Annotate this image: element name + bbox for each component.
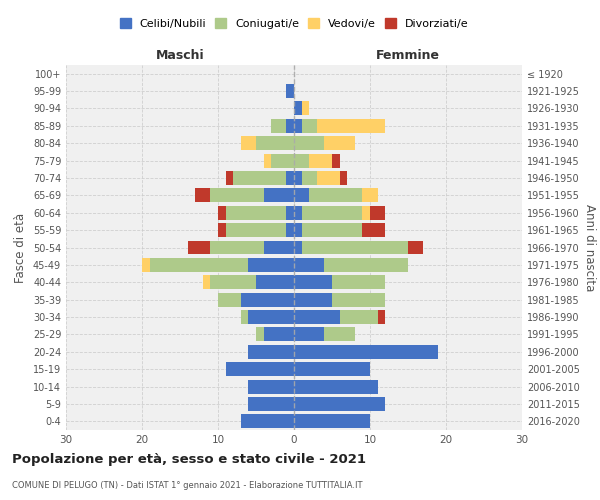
Bar — [142, 258, 149, 272]
Bar — [325, 328, 355, 342]
Bar — [241, 136, 256, 150]
Bar — [294, 362, 370, 376]
Bar — [325, 258, 408, 272]
Bar — [294, 171, 302, 185]
Bar — [286, 119, 294, 133]
Bar — [294, 240, 302, 254]
Bar — [271, 154, 294, 168]
Text: COMUNE DI PELUGO (TN) - Dati ISTAT 1° gennaio 2021 - Elaborazione TUTTITALIA.IT: COMUNE DI PELUGO (TN) - Dati ISTAT 1° ge… — [12, 481, 362, 490]
Bar — [211, 276, 256, 289]
Bar — [248, 258, 294, 272]
Bar — [256, 136, 294, 150]
Bar — [309, 154, 332, 168]
Bar — [263, 154, 271, 168]
Bar — [286, 171, 294, 185]
Bar — [294, 345, 439, 358]
Bar — [317, 171, 340, 185]
Bar — [302, 240, 408, 254]
Bar — [294, 292, 332, 306]
Bar — [248, 397, 294, 411]
Bar — [248, 345, 294, 358]
Bar — [294, 188, 309, 202]
Bar — [226, 206, 286, 220]
Bar — [271, 119, 286, 133]
Bar — [294, 223, 302, 237]
Bar — [294, 206, 302, 220]
Bar — [294, 102, 302, 116]
Bar — [309, 188, 362, 202]
Text: Maschi: Maschi — [155, 48, 205, 62]
Bar — [226, 223, 286, 237]
Bar — [332, 154, 340, 168]
Bar — [248, 380, 294, 394]
Bar — [294, 328, 325, 342]
Bar — [302, 102, 309, 116]
Bar — [241, 292, 294, 306]
Bar — [408, 240, 423, 254]
Text: Popolazione per età, sesso e stato civile - 2021: Popolazione per età, sesso e stato civil… — [12, 452, 366, 466]
Bar — [332, 292, 385, 306]
Bar — [286, 223, 294, 237]
Bar — [241, 414, 294, 428]
Bar — [248, 310, 294, 324]
Bar — [286, 84, 294, 98]
Bar — [263, 328, 294, 342]
Bar — [294, 310, 340, 324]
Bar — [256, 328, 263, 342]
Y-axis label: Fasce di età: Fasce di età — [14, 212, 27, 282]
Text: Femmine: Femmine — [376, 48, 440, 62]
Bar — [263, 188, 294, 202]
Bar — [377, 310, 385, 324]
Bar — [203, 276, 211, 289]
Bar — [241, 310, 248, 324]
Bar — [294, 276, 332, 289]
Bar — [294, 380, 377, 394]
Bar — [302, 206, 362, 220]
Bar — [149, 258, 248, 272]
Bar — [218, 206, 226, 220]
Bar — [226, 362, 294, 376]
Bar — [317, 119, 385, 133]
Bar — [302, 119, 317, 133]
Bar — [294, 258, 325, 272]
Bar — [340, 171, 347, 185]
Bar — [226, 171, 233, 185]
Bar — [294, 136, 325, 150]
Legend: Celibi/Nubili, Coniugati/e, Vedovi/e, Divorziati/e: Celibi/Nubili, Coniugati/e, Vedovi/e, Di… — [115, 14, 473, 34]
Bar — [294, 119, 302, 133]
Bar — [256, 276, 294, 289]
Bar — [362, 188, 377, 202]
Bar — [263, 240, 294, 254]
Bar — [188, 240, 211, 254]
Bar — [362, 206, 370, 220]
Bar — [340, 310, 377, 324]
Bar — [218, 223, 226, 237]
Bar — [211, 188, 263, 202]
Bar — [286, 206, 294, 220]
Bar — [195, 188, 211, 202]
Bar — [332, 276, 385, 289]
Bar — [294, 414, 370, 428]
Bar — [218, 292, 241, 306]
Bar — [302, 171, 317, 185]
Bar — [233, 171, 286, 185]
Bar — [362, 223, 385, 237]
Bar — [370, 206, 385, 220]
Bar — [211, 240, 263, 254]
Y-axis label: Anni di nascita: Anni di nascita — [583, 204, 596, 291]
Bar — [294, 397, 385, 411]
Bar — [294, 154, 309, 168]
Bar — [325, 136, 355, 150]
Bar — [302, 223, 362, 237]
